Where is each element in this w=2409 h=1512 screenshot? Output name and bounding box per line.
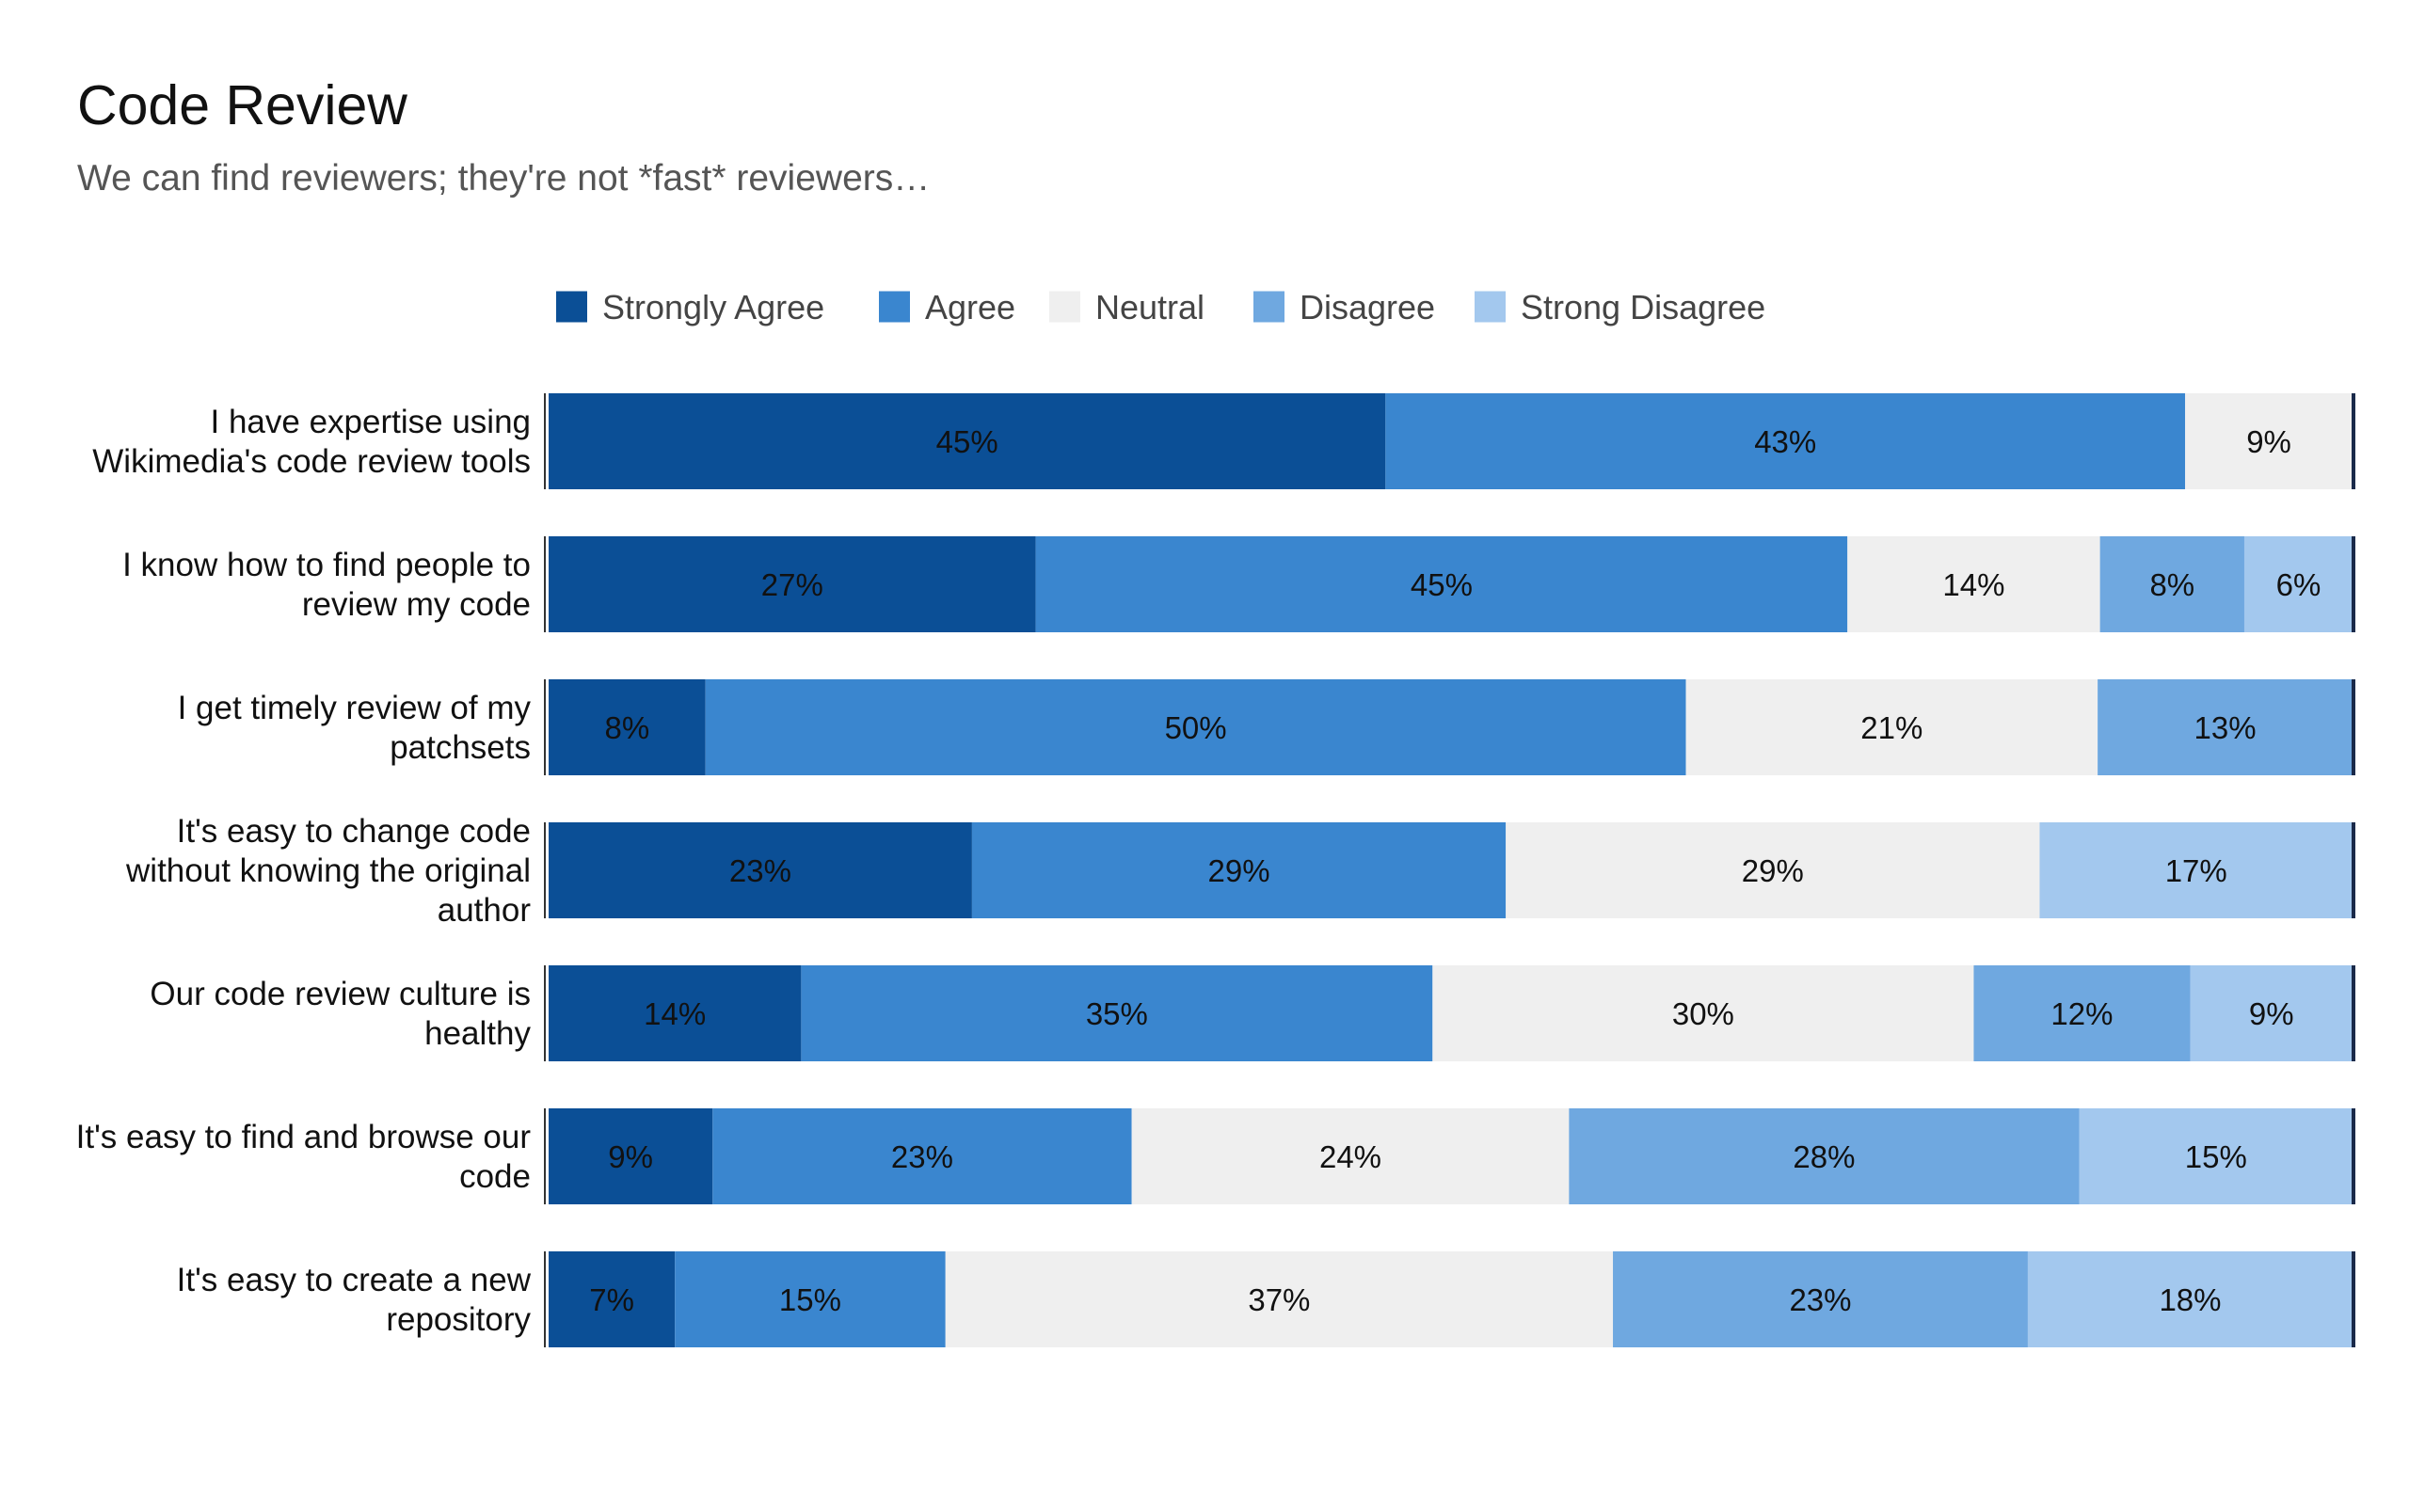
data-label: 21% (1860, 710, 1922, 745)
bars-layer: 45% 43% 9% 27% 45% 14% 8% 6% 8% 50% 21% 13% 23% 29% 29… (549, 393, 2353, 1347)
bar-row: 23% 29% 29% 17% (549, 822, 2353, 918)
data-label: 30% (1672, 996, 1734, 1031)
bar-segment-agree[interactable] (712, 1108, 1132, 1204)
bar-segment-strong-disagree[interactable] (2190, 965, 2353, 1061)
bar-segment-strong-disagree[interactable] (2243, 536, 2353, 632)
bar-segment-strongly-agree[interactable] (549, 393, 1386, 489)
bar-segment-strongly-agree[interactable] (549, 1251, 676, 1347)
data-label: 23% (729, 853, 791, 888)
bar-segment-disagree[interactable] (1973, 965, 2191, 1061)
legend-label: Disagree (1300, 288, 1435, 326)
bar-row: 45% 43% 9% (549, 393, 2353, 489)
legend: Strongly Agree Agree Neutral Disagree Strong… (556, 288, 1765, 326)
bar-row: 7% 15% 37% 23% 18% (549, 1251, 2353, 1347)
data-label: 24% (1319, 1139, 1381, 1174)
data-label: 23% (1789, 1282, 1851, 1317)
bar-segment-neutral[interactable] (1685, 679, 2098, 775)
legend-item-neutral[interactable]: Neutral (1049, 288, 1204, 326)
legend-label: Neutral (1095, 288, 1204, 326)
data-label: 8% (604, 710, 649, 745)
bar-segment-strongly-agree[interactable] (549, 536, 1036, 632)
bar-segment-agree[interactable] (1385, 393, 2186, 489)
bar-segment-agree[interactable] (1035, 536, 1848, 632)
category-labels: I have expertise using Wikimedia's code r… (76, 404, 532, 1338)
bar-segment-disagree[interactable] (1613, 1251, 2028, 1347)
bar-row: 14% 35% 30% 12% 9% (549, 965, 2353, 1061)
category-label: It's easy to change code without knowing … (125, 813, 531, 929)
bar-segment-neutral[interactable] (945, 1251, 1614, 1347)
data-label: 18% (2159, 1282, 2221, 1317)
legend-label: Strongly Agree (602, 288, 824, 326)
data-label: 14% (644, 996, 706, 1031)
bar-segment-disagree[interactable] (1569, 1108, 2080, 1204)
data-label: 45% (936, 424, 998, 459)
category-label: I get timely review of my patchsets (178, 690, 532, 766)
category-label: It's easy to create a new repository (177, 1262, 532, 1338)
bar-segment-strongly-agree[interactable] (549, 822, 972, 918)
category-label: I know how to find people to review my co… (122, 547, 531, 623)
data-label: 29% (1208, 853, 1270, 888)
bar-segment-strong-disagree[interactable] (2039, 822, 2353, 918)
data-label: 37% (1248, 1282, 1310, 1317)
data-label: 12% (2050, 996, 2113, 1031)
bar-segment-strongly-agree[interactable] (549, 679, 706, 775)
data-label: 14% (1942, 567, 2004, 602)
legend-item-disagree[interactable]: Disagree (1253, 288, 1435, 326)
data-label: 28% (1793, 1139, 1855, 1174)
legend-label: Agree (925, 288, 1015, 326)
bar-segment-agree[interactable] (971, 822, 1507, 918)
legend-swatch-neutral (1049, 291, 1080, 323)
data-label: 13% (2194, 710, 2257, 745)
data-label: 15% (2185, 1139, 2247, 1174)
category-label: I have expertise using Wikimedia's code r… (92, 404, 531, 480)
data-label: 27% (761, 567, 823, 602)
bar-row: 27% 45% 14% 8% 6% (549, 536, 2353, 632)
data-label: 15% (779, 1282, 841, 1317)
legend-swatch-strong-disagree (1475, 291, 1506, 323)
legend-item-strongly-agree[interactable]: Strongly Agree (556, 288, 824, 326)
bar-segment-disagree[interactable] (2099, 536, 2244, 632)
bar-segment-disagree[interactable] (2098, 679, 2353, 775)
bar-row: 9% 23% 24% 28% 15% (549, 1108, 2353, 1204)
axes-layer (544, 393, 2355, 1347)
legend-swatch-agree (879, 291, 910, 323)
bar-segment-strong-disagree[interactable] (2079, 1108, 2353, 1204)
bar-segment-neutral[interactable] (1847, 536, 2100, 632)
legend-item-agree[interactable]: Agree (879, 288, 1015, 326)
bar-segment-agree[interactable] (801, 965, 1433, 1061)
category-label: Our code review culture is healthy (150, 976, 531, 1052)
legend-label: Strong Disagree (1521, 288, 1765, 326)
bar-segment-neutral[interactable] (1432, 965, 1974, 1061)
data-label: 9% (2246, 424, 2291, 459)
legend-item-strong-disagree[interactable]: Strong Disagree (1475, 288, 1765, 326)
bar-segment-neutral[interactable] (1131, 1108, 1570, 1204)
bar-segment-neutral[interactable] (2185, 393, 2353, 489)
bar-segment-neutral[interactable] (1506, 822, 2040, 918)
data-label: 9% (2249, 996, 2294, 1031)
legend-swatch-strongly-agree (556, 291, 587, 323)
bar-segment-agree[interactable] (675, 1251, 946, 1347)
legend-swatch-disagree (1253, 291, 1284, 323)
bar-segment-strongly-agree[interactable] (549, 965, 802, 1061)
data-label: 23% (891, 1139, 953, 1174)
data-label: 6% (2276, 567, 2321, 602)
category-label: It's easy to find and browse our code (76, 1119, 532, 1195)
data-label: 35% (1086, 996, 1148, 1031)
data-label: 9% (608, 1139, 653, 1174)
bar-segment-strongly-agree[interactable] (549, 1108, 713, 1204)
data-label: 8% (2149, 567, 2194, 602)
data-label: 50% (1165, 710, 1227, 745)
bar-segment-agree[interactable] (705, 679, 1686, 775)
bar-segment-strong-disagree[interactable] (2027, 1251, 2353, 1347)
chart-title: Code Review (77, 74, 407, 136)
data-label: 43% (1754, 424, 1816, 459)
bar-row: 8% 50% 21% 13% (549, 679, 2353, 775)
data-label: 45% (1411, 567, 1473, 602)
data-label: 29% (1742, 853, 1804, 888)
data-label: 7% (589, 1282, 634, 1317)
data-label: 17% (2165, 853, 2227, 888)
chart-subtitle: We can find reviewers; they're not *fast… (77, 158, 931, 199)
